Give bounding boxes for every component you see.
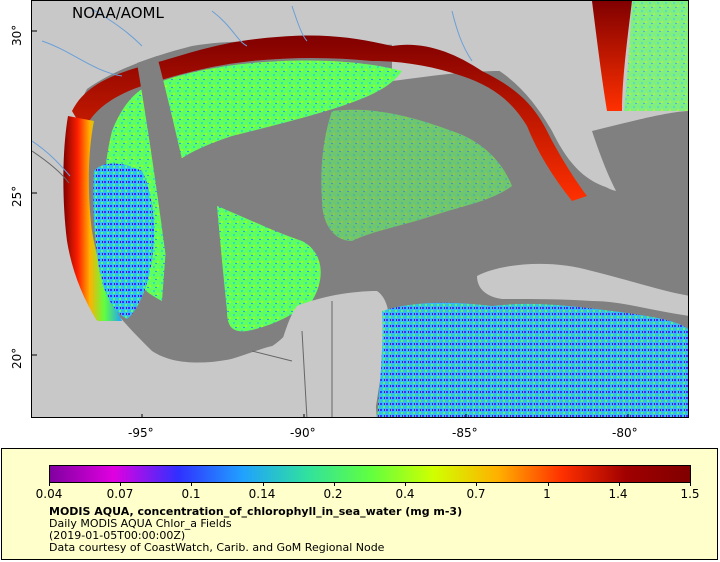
caribbean-chlorophyll (377, 302, 688, 417)
lon-tick-label: -85° (452, 426, 478, 440)
west-gulf-blue (93, 163, 154, 319)
lon-tick-label: -90° (290, 426, 316, 440)
yucatan (232, 291, 390, 417)
florida (392, 1, 632, 192)
colorbar-tick (618, 482, 620, 486)
legend-date: (2019-01-05T00:00:00Z) (49, 529, 186, 542)
rivers (32, 5, 473, 177)
legend-source: Data courtesy of CoastWatch, Carib. and … (49, 541, 385, 554)
legend-text: MODIS AQUA, concentration_of_chlorophyll… (49, 506, 462, 554)
colorbar-tick-label: 1.4 (608, 487, 628, 501)
nw-gulf-chlorophyll (104, 60, 402, 302)
atlantic-bloom (592, 1, 632, 111)
lat-tick-label: 20° (10, 348, 24, 369)
legend-title: MODIS AQUA, concentration_of_chlorophyll… (49, 505, 463, 518)
colorbar-tick (333, 482, 335, 486)
west-coast-bloom (63, 116, 122, 321)
legend-subtitle: Daily MODIS AQUA Chlor_a Fields (49, 517, 232, 530)
legend-panel: 0.04 0.07 0.1 0.14 0.2 0.4 0.7 1 1.4 1.5… (1, 448, 718, 560)
colorbar-tick-label: 0.14 (248, 487, 276, 501)
frame-ticks (32, 30, 629, 417)
lat-tick-label: 25° (10, 186, 24, 207)
colorbar-tick-label: 0.04 (35, 487, 63, 501)
colorbar-tick-label: 0.1 (181, 487, 201, 501)
lat-tick-label: 30° (10, 25, 24, 46)
colorbar-tick-label: 0.2 (323, 487, 343, 501)
colorbar-tick (120, 482, 122, 486)
east-gulf-chlorophyll (321, 109, 512, 242)
lon-tick-label: -95° (128, 426, 154, 440)
colorbar-tick (191, 482, 193, 486)
colorbar-tick (690, 482, 691, 486)
colorbar-tick (476, 482, 478, 486)
lon-tick-label: -80° (612, 426, 638, 440)
colorbar (49, 465, 691, 483)
chlorophyll-map (32, 1, 688, 417)
colorbar-tick (405, 482, 407, 486)
lat-axis: 30° 25° 20° (10, 25, 24, 369)
atlantic-chlorophyll (624, 1, 688, 111)
mexico-south (32, 301, 272, 417)
colorbar-tick-label: 1 (543, 487, 551, 501)
colorbar-tick-label: 0.7 (466, 487, 486, 501)
bahamas-area (592, 111, 688, 231)
colorbar-tick (547, 482, 549, 486)
satellite-gap (137, 56, 227, 346)
cuba (477, 263, 688, 316)
map-area: NOAA/AOML (31, 0, 689, 418)
colorbar-ticks (49, 482, 691, 487)
colorbar-tick-label: 0.4 (395, 487, 415, 501)
lon-axis: -95° -90° -85° -80° (0, 426, 720, 442)
colorbar-tick-label: 1.5 (680, 487, 700, 501)
credit-label: NOAA/AOML (72, 4, 164, 22)
colorbar-tick (262, 482, 264, 486)
colorbar-tick (49, 482, 50, 486)
colorbar-tick-label: 0.07 (106, 487, 134, 501)
borders (32, 150, 333, 417)
campeche-band (217, 206, 321, 332)
